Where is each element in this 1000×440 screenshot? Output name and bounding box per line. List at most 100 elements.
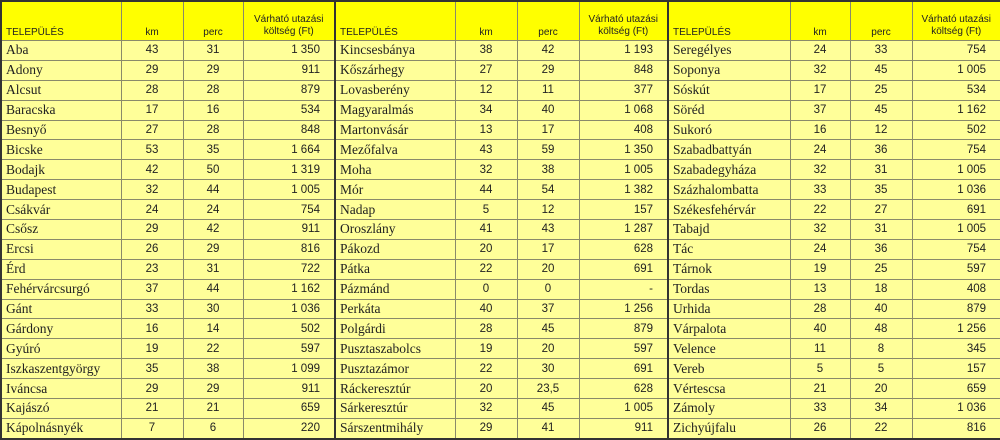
settlement-name: Sukoró (667, 119, 791, 141)
settlement-name: Tabajd (667, 219, 791, 240)
km-value: 20 (454, 238, 518, 260)
table-row: Iváncsa 29 29 911 (0, 378, 336, 400)
table-row: Ercsi 26 29 816 (0, 238, 336, 260)
header-row: TELEPÜLÉS km perc Várható utazási költség (… (0, 0, 336, 41)
table-row: Pusztazámor 22 30 691 (334, 358, 669, 380)
table-row: Vértescsa 21 20 659 (667, 378, 1000, 400)
table-row: Vereb 5 5 157 (667, 358, 1000, 380)
km-value: 40 (789, 318, 851, 340)
table-row: Oroszlány 41 43 1 287 (334, 219, 669, 240)
minutes-value: 0 (516, 278, 580, 300)
column-header-perc: perc (182, 0, 244, 41)
minutes-value: 29 (516, 59, 580, 81)
cost-value: 597 (578, 338, 669, 360)
km-value: 17 (120, 99, 184, 121)
settlement-name: Gyúró (0, 338, 122, 360)
minutes-value: 45 (516, 398, 580, 419)
km-value: 37 (789, 99, 851, 121)
table-row: Gánt 33 30 1 036 (0, 298, 336, 320)
column-header-km: km (789, 0, 851, 41)
minutes-value: 20 (516, 258, 580, 280)
minutes-value: 33 (849, 40, 913, 61)
cost-value: 879 (242, 79, 336, 101)
km-value: 5 (789, 358, 851, 380)
settlement-name: Ercsi (0, 238, 122, 260)
km-value: 19 (454, 338, 518, 360)
settlement-name: Pusztazámor (334, 358, 456, 380)
settlement-name: Várpalota (667, 318, 791, 340)
cost-value: 377 (578, 79, 669, 101)
column-header-cost: Várható utazási költség (Ft) (911, 0, 1000, 41)
cost-value: 1 350 (242, 40, 336, 61)
table-row: Zámoly 33 34 1 036 (667, 398, 1000, 419)
settlement-name: Kincsesbánya (334, 40, 456, 61)
km-value: 16 (789, 119, 851, 141)
cost-value: 879 (911, 298, 1000, 320)
cost-value: 408 (578, 119, 669, 141)
cost-value: 848 (242, 119, 336, 141)
km-value: 13 (789, 278, 851, 300)
minutes-value: 30 (516, 358, 580, 380)
cost-value: 157 (578, 199, 669, 221)
settlement-name: Sárkeresztúr (334, 398, 456, 419)
minutes-value: 29 (182, 59, 244, 81)
cost-value: 1 350 (578, 139, 669, 161)
km-value: 43 (454, 139, 518, 161)
settlement-name: Soponya (667, 59, 791, 81)
km-value: 43 (120, 40, 184, 61)
minutes-value: 34 (849, 398, 913, 419)
settlement-name: Ráckeresztúr (334, 378, 456, 400)
column-header-km: km (120, 0, 184, 41)
km-value: 32 (454, 159, 518, 181)
km-value: 32 (454, 398, 518, 419)
cost-value: 502 (911, 119, 1000, 141)
cost-value: 345 (911, 338, 1000, 360)
table-row: Csősz 29 42 911 (0, 219, 336, 240)
table-row: Kápolnásnyék 7 6 220 (0, 417, 336, 440)
minutes-value: 50 (182, 159, 244, 181)
settlement-name: Bicske (0, 139, 122, 161)
minutes-value: 30 (182, 298, 244, 320)
minutes-value: 38 (182, 358, 244, 380)
settlement-name: Iszkaszentgyörgy (0, 358, 122, 380)
table-row: Iszkaszentgyörgy 35 38 1 099 (0, 358, 336, 380)
minutes-value: 25 (849, 79, 913, 101)
minutes-value: 44 (182, 179, 244, 201)
cost-value: 754 (911, 40, 1000, 61)
km-value: 26 (120, 238, 184, 260)
table-row: Kajászó 21 21 659 (0, 398, 336, 419)
settlement-name: Alcsut (0, 79, 122, 101)
table-row: Csákvár 24 24 754 (0, 199, 336, 221)
km-value: 32 (789, 159, 851, 181)
minutes-value: 35 (182, 139, 244, 161)
minutes-value: 48 (849, 318, 913, 340)
km-value: 17 (789, 79, 851, 101)
km-value: 20 (454, 378, 518, 400)
km-value: 0 (454, 278, 518, 300)
settlement-name: Polgárdi (334, 318, 456, 340)
km-value: 33 (789, 179, 851, 201)
cost-value: 1 162 (242, 278, 336, 300)
header-row: TELEPÜLÉS km perc Várható utazási költség (… (334, 0, 669, 41)
minutes-value: 42 (516, 40, 580, 61)
cost-value: 534 (911, 79, 1000, 101)
table-row: Bodajk 42 50 1 319 (0, 159, 336, 181)
km-value: 5 (454, 199, 518, 221)
table-row: Perkáta 40 37 1 256 (334, 298, 669, 320)
cost-value: 816 (242, 238, 336, 260)
table-row: Szabadegyháza 32 31 1 005 (667, 159, 1000, 181)
minutes-value: 36 (849, 238, 913, 260)
minutes-value: 8 (849, 338, 913, 360)
settlement-name: Szabadegyháza (667, 159, 791, 181)
settlement-name: Pátka (334, 258, 456, 280)
settlement-name: Pákozd (334, 238, 456, 260)
settlement-name: Kajászó (0, 398, 122, 419)
table-row: Polgárdi 28 45 879 (334, 318, 669, 340)
minutes-value: 31 (182, 40, 244, 61)
cost-value: 911 (242, 378, 336, 400)
settlement-name: Oroszlány (334, 219, 456, 240)
km-value: 21 (789, 378, 851, 400)
table-row: Baracska 17 16 534 (0, 99, 336, 121)
cost-value: 1 005 (911, 219, 1000, 240)
table-row: Urhida 28 40 879 (667, 298, 1000, 320)
